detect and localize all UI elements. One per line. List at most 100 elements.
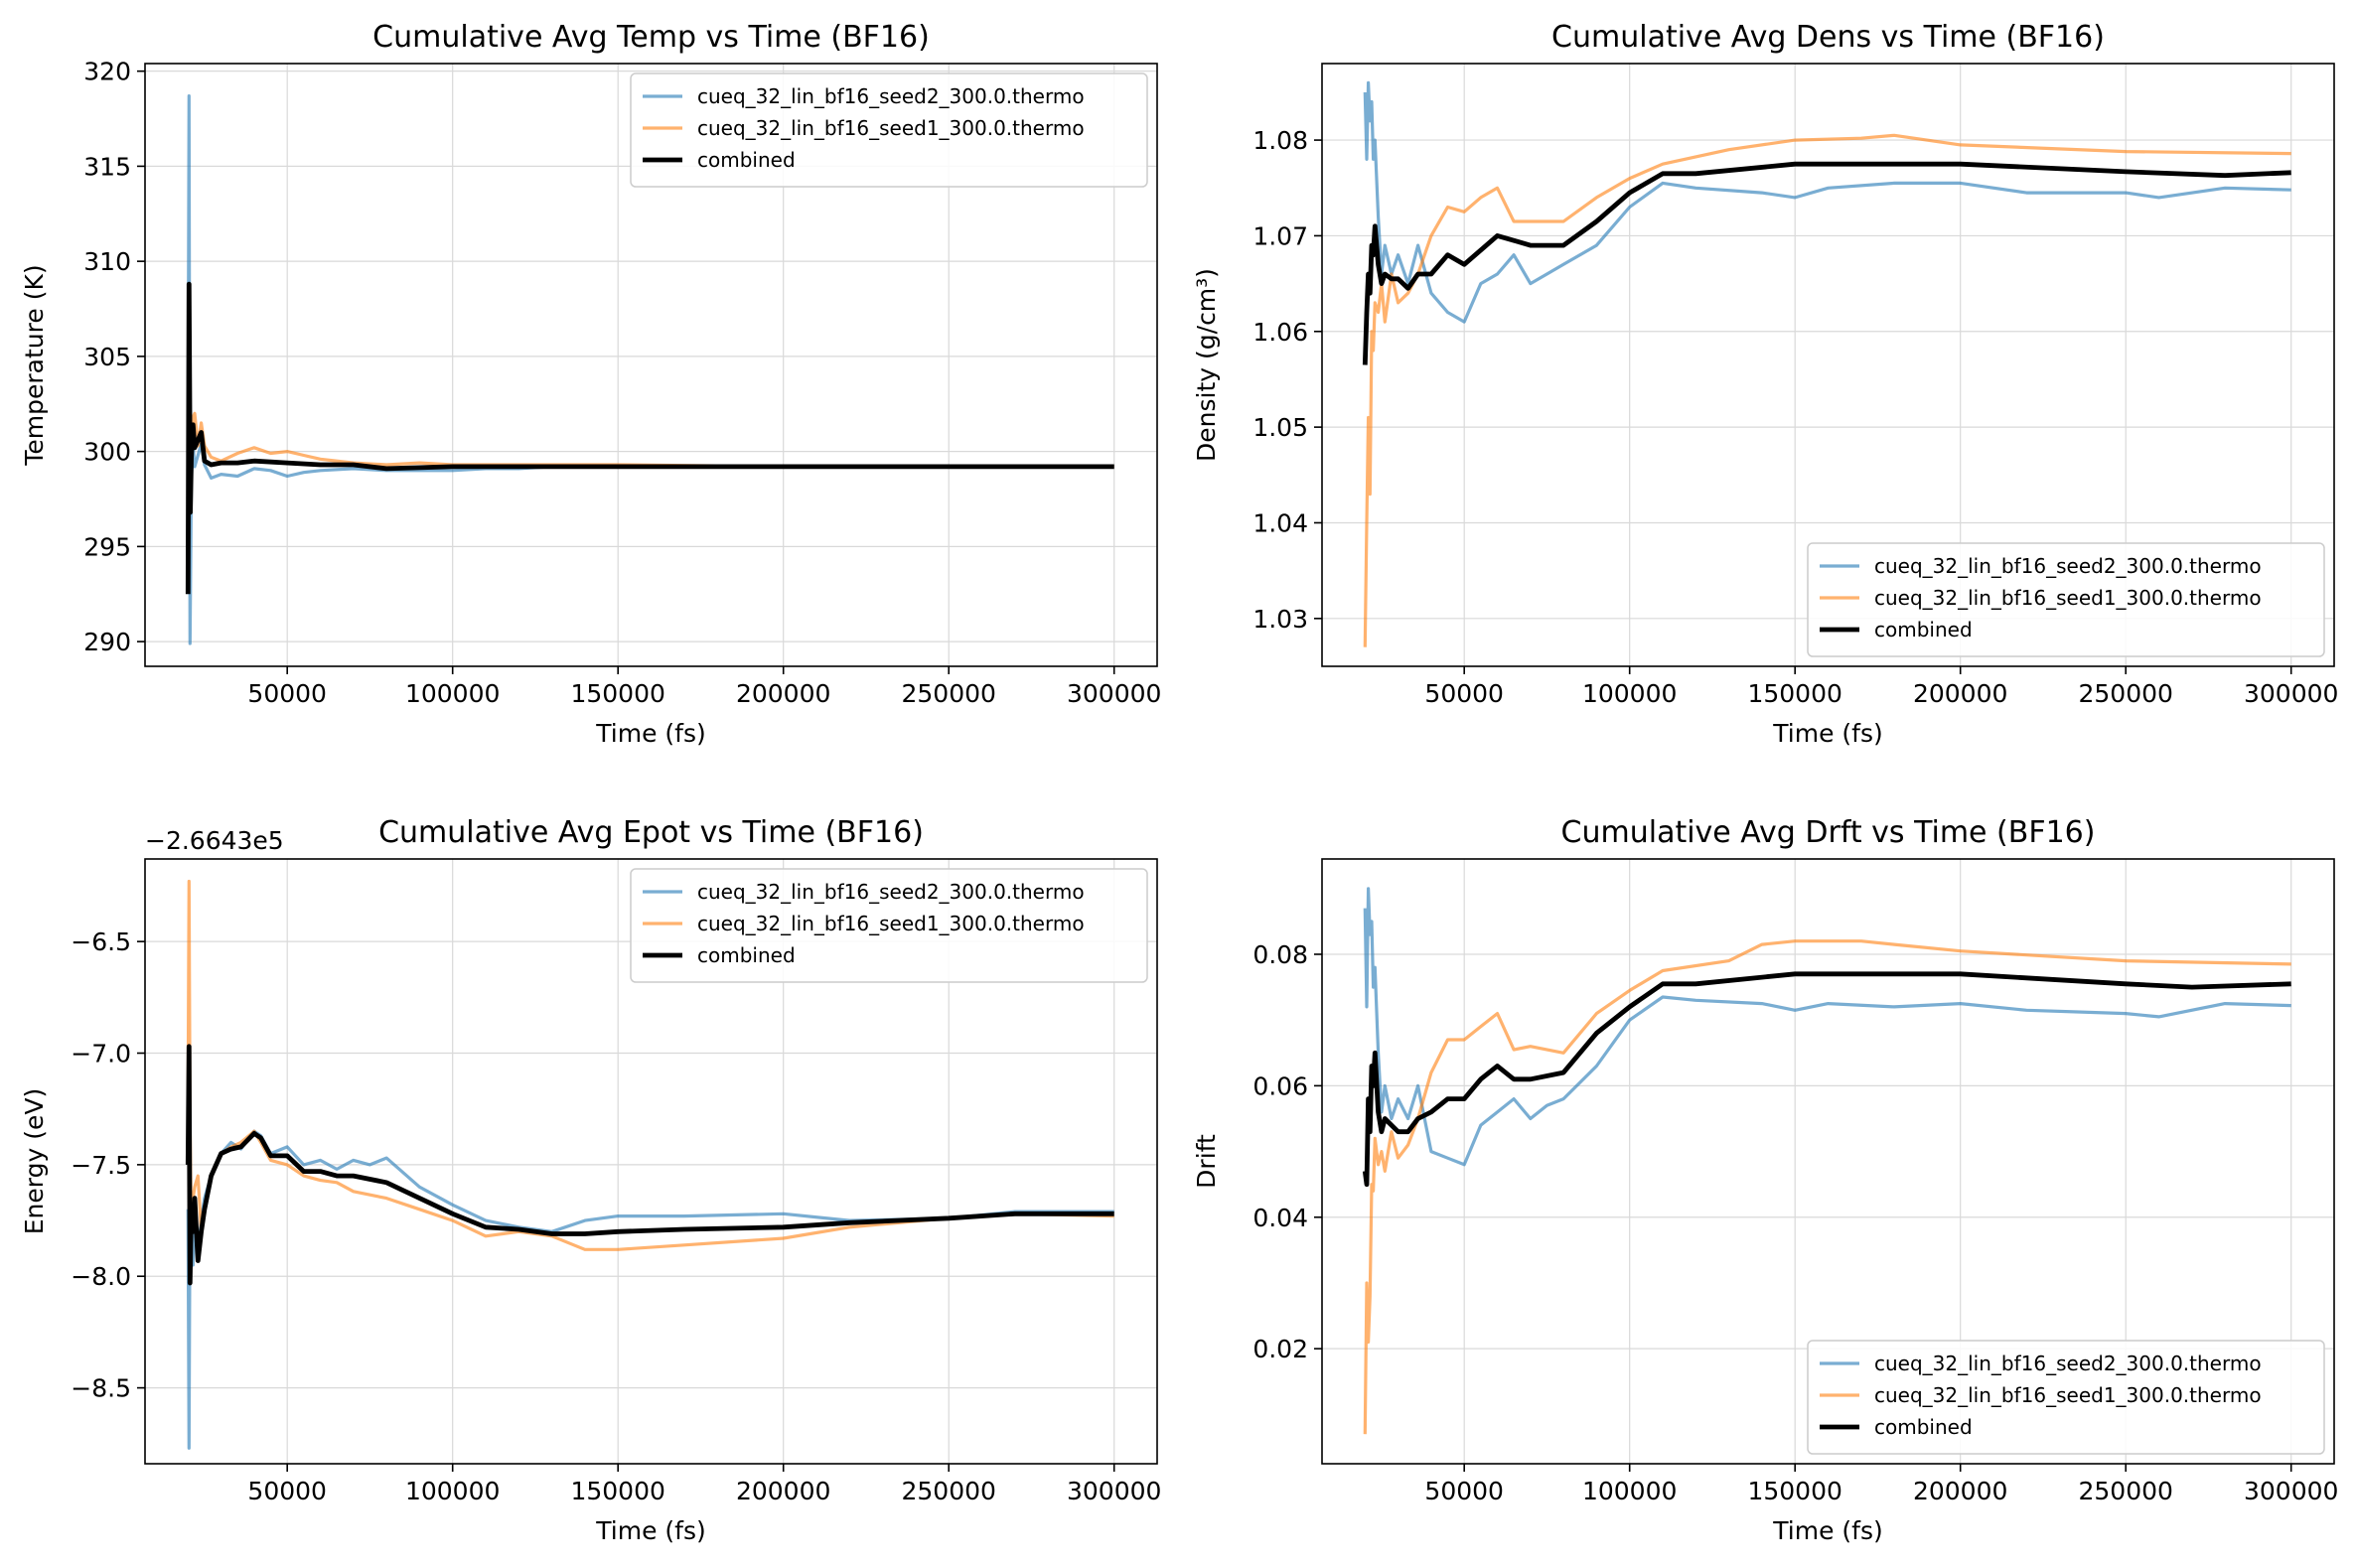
chart-title: Cumulative Avg Temp vs Time (BF16) xyxy=(372,20,930,55)
chart-title: Cumulative Avg Epot vs Time (BF16) xyxy=(378,815,924,850)
legend-label: cueq_32_lin_bf16_seed1_300.0.thermo xyxy=(1874,586,2262,610)
x-tick-label: 300000 xyxy=(2244,679,2338,708)
x-axis-label: Time (fs) xyxy=(595,719,705,748)
y-tick-label: −7.0 xyxy=(71,1040,131,1069)
legend-label: combined xyxy=(1874,618,1973,641)
y-tick-label: 0.06 xyxy=(1252,1071,1308,1100)
series-line-seed1 xyxy=(186,879,1114,1251)
legend-label: cueq_32_lin_bf16_seed2_300.0.thermo xyxy=(1874,554,2262,578)
series-line-seed2 xyxy=(1363,887,2291,1167)
series-line-combined xyxy=(1362,971,2291,1188)
legend: cueq_32_lin_bf16_seed2_300.0.thermo cueq_… xyxy=(1807,542,2325,657)
series-line-seed1 xyxy=(1363,133,2291,647)
x-tick-label: 100000 xyxy=(1582,1477,1677,1505)
y-tick-label: 1.07 xyxy=(1252,221,1308,250)
x-tick-label: 150000 xyxy=(570,1477,664,1505)
y-tick-label: −7.5 xyxy=(71,1151,131,1180)
series-line-seed1 xyxy=(186,411,1114,469)
y-axis-label: Energy (eV) xyxy=(20,1088,49,1234)
x-axis-label: Time (fs) xyxy=(1772,1516,1882,1545)
x-tick-label: 100000 xyxy=(405,1477,500,1505)
axes-frame xyxy=(144,858,1158,1465)
legend-label: cueq_32_lin_bf16_seed1_300.0.thermo xyxy=(697,912,1085,935)
legend-box xyxy=(1807,542,2325,657)
series-group xyxy=(185,879,1114,1450)
y-axis-label: Temperature (K) xyxy=(20,264,49,466)
y-tick-label: 0.02 xyxy=(1252,1335,1308,1363)
y-tick-label: 0.04 xyxy=(1252,1204,1308,1232)
y-tick-label: 320 xyxy=(83,58,131,86)
y-tick-label: 300 xyxy=(83,438,131,467)
axes-frame xyxy=(1321,858,2335,1465)
subplot-1: 50000 100000 150000 200000 250000 300000 290 29… xyxy=(20,20,1161,748)
x-tick-label: 300000 xyxy=(1067,679,1161,708)
axes-frame xyxy=(1321,63,2335,667)
y-tick-label: 290 xyxy=(83,628,131,656)
legend-label: combined xyxy=(697,148,796,172)
x-tick-label: 200000 xyxy=(1913,679,2007,708)
legend-box xyxy=(630,72,1148,188)
y-tick-label: 295 xyxy=(83,532,131,561)
y-tick-label: 315 xyxy=(83,152,131,181)
subplot-3: 50000 100000 150000 200000 250000 300000 −8.5 −… xyxy=(20,815,1161,1545)
x-tick-label: 300000 xyxy=(1067,1477,1161,1505)
x-tick-label: 50000 xyxy=(1424,679,1504,708)
legend-label: cueq_32_lin_bf16_seed1_300.0.thermo xyxy=(1874,1383,2262,1407)
x-axis-label: Time (fs) xyxy=(595,1516,705,1545)
y-axis-label: Density (g/cm³) xyxy=(1192,268,1221,462)
x-tick-label: 200000 xyxy=(1913,1477,2007,1505)
legend-label: cueq_32_lin_bf16_seed1_300.0.thermo xyxy=(697,116,1085,140)
x-tick-label: 250000 xyxy=(901,1477,995,1505)
subplot-4: 50000 100000 150000 200000 250000 300000 0.02 0… xyxy=(1192,815,2338,1545)
x-tick-label: 250000 xyxy=(901,679,995,708)
legend-box xyxy=(630,868,1148,983)
x-tick-label: 50000 xyxy=(247,679,327,708)
x-tick-label: 150000 xyxy=(1747,1477,1841,1505)
series-group xyxy=(185,93,1114,645)
subplot-2: 50000 100000 150000 200000 250000 300000 1.03 1… xyxy=(1192,20,2338,748)
x-tick-label: 50000 xyxy=(247,1477,327,1505)
x-tick-label: 100000 xyxy=(405,679,500,708)
x-axis-label: Time (fs) xyxy=(1772,719,1882,748)
y-tick-label: −8.0 xyxy=(71,1262,131,1291)
legend-label: cueq_32_lin_bf16_seed2_300.0.thermo xyxy=(697,84,1085,108)
series-line-seed1 xyxy=(1363,939,2291,1435)
y-tick-label: 305 xyxy=(83,343,131,371)
axes-frame xyxy=(144,63,1158,667)
series-line-seed2 xyxy=(186,1129,1114,1450)
axis-offset-text: −2.6643e5 xyxy=(145,826,284,855)
y-tick-label: 1.04 xyxy=(1252,508,1308,537)
x-tick-label: 150000 xyxy=(570,679,664,708)
series-line-combined xyxy=(1362,161,2291,365)
series-line-combined xyxy=(185,1044,1114,1286)
x-tick-label: 150000 xyxy=(1747,679,1841,708)
series-group xyxy=(1362,887,2291,1435)
chart-title: Cumulative Avg Dens vs Time (BF16) xyxy=(1551,20,2105,55)
y-axis-label: Drift xyxy=(1192,1134,1221,1189)
legend: cueq_32_lin_bf16_seed2_300.0.thermo cueq_… xyxy=(630,868,1148,983)
chart-title: Cumulative Avg Drft vs Time (BF16) xyxy=(1561,815,2096,850)
y-tick-label: −8.5 xyxy=(71,1374,131,1403)
legend-label: combined xyxy=(697,943,796,967)
x-tick-label: 50000 xyxy=(1424,1477,1504,1505)
legend-box xyxy=(1807,1340,2325,1455)
y-tick-label: 1.08 xyxy=(1252,126,1308,155)
y-tick-label: 0.08 xyxy=(1252,940,1308,969)
y-tick-label: 310 xyxy=(83,247,131,276)
x-tick-label: 100000 xyxy=(1582,679,1677,708)
y-tick-label: −6.5 xyxy=(71,927,131,956)
x-tick-label: 250000 xyxy=(2078,1477,2172,1505)
x-tick-label: 200000 xyxy=(736,1477,830,1505)
y-tick-label: 1.06 xyxy=(1252,318,1308,347)
y-tick-label: 1.05 xyxy=(1252,413,1308,442)
x-tick-label: 300000 xyxy=(2244,1477,2338,1505)
legend: cueq_32_lin_bf16_seed2_300.0.thermo cueq_… xyxy=(1807,1340,2325,1455)
series-group xyxy=(1362,80,2291,647)
legend-label: cueq_32_lin_bf16_seed2_300.0.thermo xyxy=(697,880,1085,904)
series-line-combined xyxy=(185,281,1114,595)
x-tick-label: 200000 xyxy=(736,679,830,708)
x-tick-label: 250000 xyxy=(2078,679,2172,708)
series-line-seed2 xyxy=(1363,80,2291,324)
legend-label: cueq_32_lin_bf16_seed2_300.0.thermo xyxy=(1874,1352,2262,1375)
